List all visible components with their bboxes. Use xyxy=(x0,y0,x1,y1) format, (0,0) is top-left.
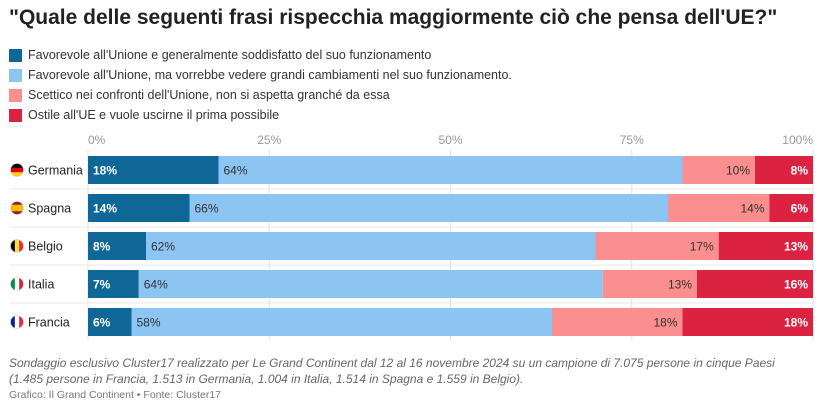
bar-segment xyxy=(769,194,813,222)
bar-segment xyxy=(189,194,668,222)
category-label: Spagna xyxy=(28,202,71,216)
bar-segment xyxy=(755,156,813,184)
data-label: 6% xyxy=(791,202,809,216)
bar-segment xyxy=(697,270,813,298)
chart-title: "Quale delle seguenti frasi rispecchia m… xyxy=(9,6,778,29)
category-label: Italia xyxy=(28,278,54,292)
data-label: 8% xyxy=(791,164,809,178)
legend-item-skeptic: Scettico nei confronti dell'Unione, non … xyxy=(9,85,512,105)
legend: Favorevole all'Unione e generalmente sod… xyxy=(9,45,512,125)
data-label: 58% xyxy=(137,316,161,330)
bar-segment xyxy=(718,232,813,260)
flag-outline xyxy=(10,239,24,253)
data-label: 13% xyxy=(784,240,808,254)
data-label: 64% xyxy=(144,278,168,292)
legend-swatch-reformist xyxy=(9,68,22,82)
bar-segment xyxy=(88,232,146,260)
bar-segment xyxy=(552,308,683,336)
data-label: 14% xyxy=(93,202,117,216)
legend-swatch-satisfied xyxy=(9,48,22,62)
x-tick-label: 100% xyxy=(782,133,813,147)
legend-label-satisfied: Favorevole all'Unione e generalmente sod… xyxy=(28,48,432,62)
flag-outline xyxy=(10,315,24,329)
data-label: 6% xyxy=(93,316,111,330)
flag-outline xyxy=(10,163,24,177)
bar-segment xyxy=(602,270,697,298)
legend-label-hostile: Ostile all'UE e vuole uscirne il prima p… xyxy=(28,108,280,122)
data-label: 16% xyxy=(784,278,808,292)
bar-segment xyxy=(595,232,719,260)
bar-segment xyxy=(88,270,139,298)
data-label: 18% xyxy=(93,164,117,178)
x-tick-label: 50% xyxy=(438,133,462,147)
bar-segment xyxy=(682,156,755,184)
chart-source: Grafico: Il Grand Continent • Fonte: Clu… xyxy=(9,389,222,401)
x-tick-label: 0% xyxy=(88,133,106,147)
legend-item-satisfied: Favorevole all'Unione e generalmente sod… xyxy=(9,45,512,65)
legend-swatch-hostile xyxy=(9,108,22,122)
data-label: 62% xyxy=(151,240,175,254)
survey-note: Sondaggio esclusivo Cluster17 realizzato… xyxy=(9,356,775,386)
data-label: 66% xyxy=(195,202,219,216)
bar-segment xyxy=(88,194,190,222)
bar-segment xyxy=(682,308,813,336)
flag-outline xyxy=(10,277,24,291)
bar-segment xyxy=(218,156,683,184)
data-label: 8% xyxy=(93,240,111,254)
category-label: Germania xyxy=(28,164,83,178)
data-label: 10% xyxy=(726,164,750,178)
flag-germany-icon xyxy=(10,163,24,177)
legend-label-reformist: Favorevole all'Unione, ma vorrebbe veder… xyxy=(28,68,512,82)
legend-item-reformist: Favorevole all'Unione, ma vorrebbe veder… xyxy=(9,65,512,85)
category-label: Belgio xyxy=(28,240,63,254)
flag-spain-icon xyxy=(10,201,24,215)
chart-svg: 0% 25% 50% 75% 100% Germania 18% 64% 10% 8% Spagna… xyxy=(9,133,814,340)
bar-segment xyxy=(668,194,770,222)
bar-segment xyxy=(146,232,596,260)
data-label: 14% xyxy=(740,202,764,216)
data-label: 13% xyxy=(668,278,692,292)
category-label: Francia xyxy=(28,316,70,330)
bar-segment xyxy=(131,308,552,336)
data-label: 18% xyxy=(653,316,677,330)
data-label: 64% xyxy=(224,164,248,178)
bar-segment xyxy=(88,156,219,184)
data-label: 18% xyxy=(784,316,808,330)
stacked-bar-chart: 0% 25% 50% 75% 100% Germania 18% 64% 10% 8% Spagna… xyxy=(0,130,818,350)
flag-outline xyxy=(10,201,24,215)
flag-belgium-icon xyxy=(10,239,24,253)
bar-segment xyxy=(88,308,132,336)
bar-segment xyxy=(138,270,603,298)
x-tick-label: 25% xyxy=(257,133,281,147)
legend-label-skeptic: Scettico nei confronti dell'Unione, non … xyxy=(28,88,390,102)
legend-swatch-skeptic xyxy=(9,88,22,102)
x-tick-label: 75% xyxy=(620,133,644,147)
data-label: 7% xyxy=(93,278,111,292)
data-label: 17% xyxy=(690,240,714,254)
legend-item-hostile: Ostile all'UE e vuole uscirne il prima p… xyxy=(9,105,512,125)
flag-italy-icon xyxy=(10,277,24,291)
flag-france-icon xyxy=(10,315,24,329)
